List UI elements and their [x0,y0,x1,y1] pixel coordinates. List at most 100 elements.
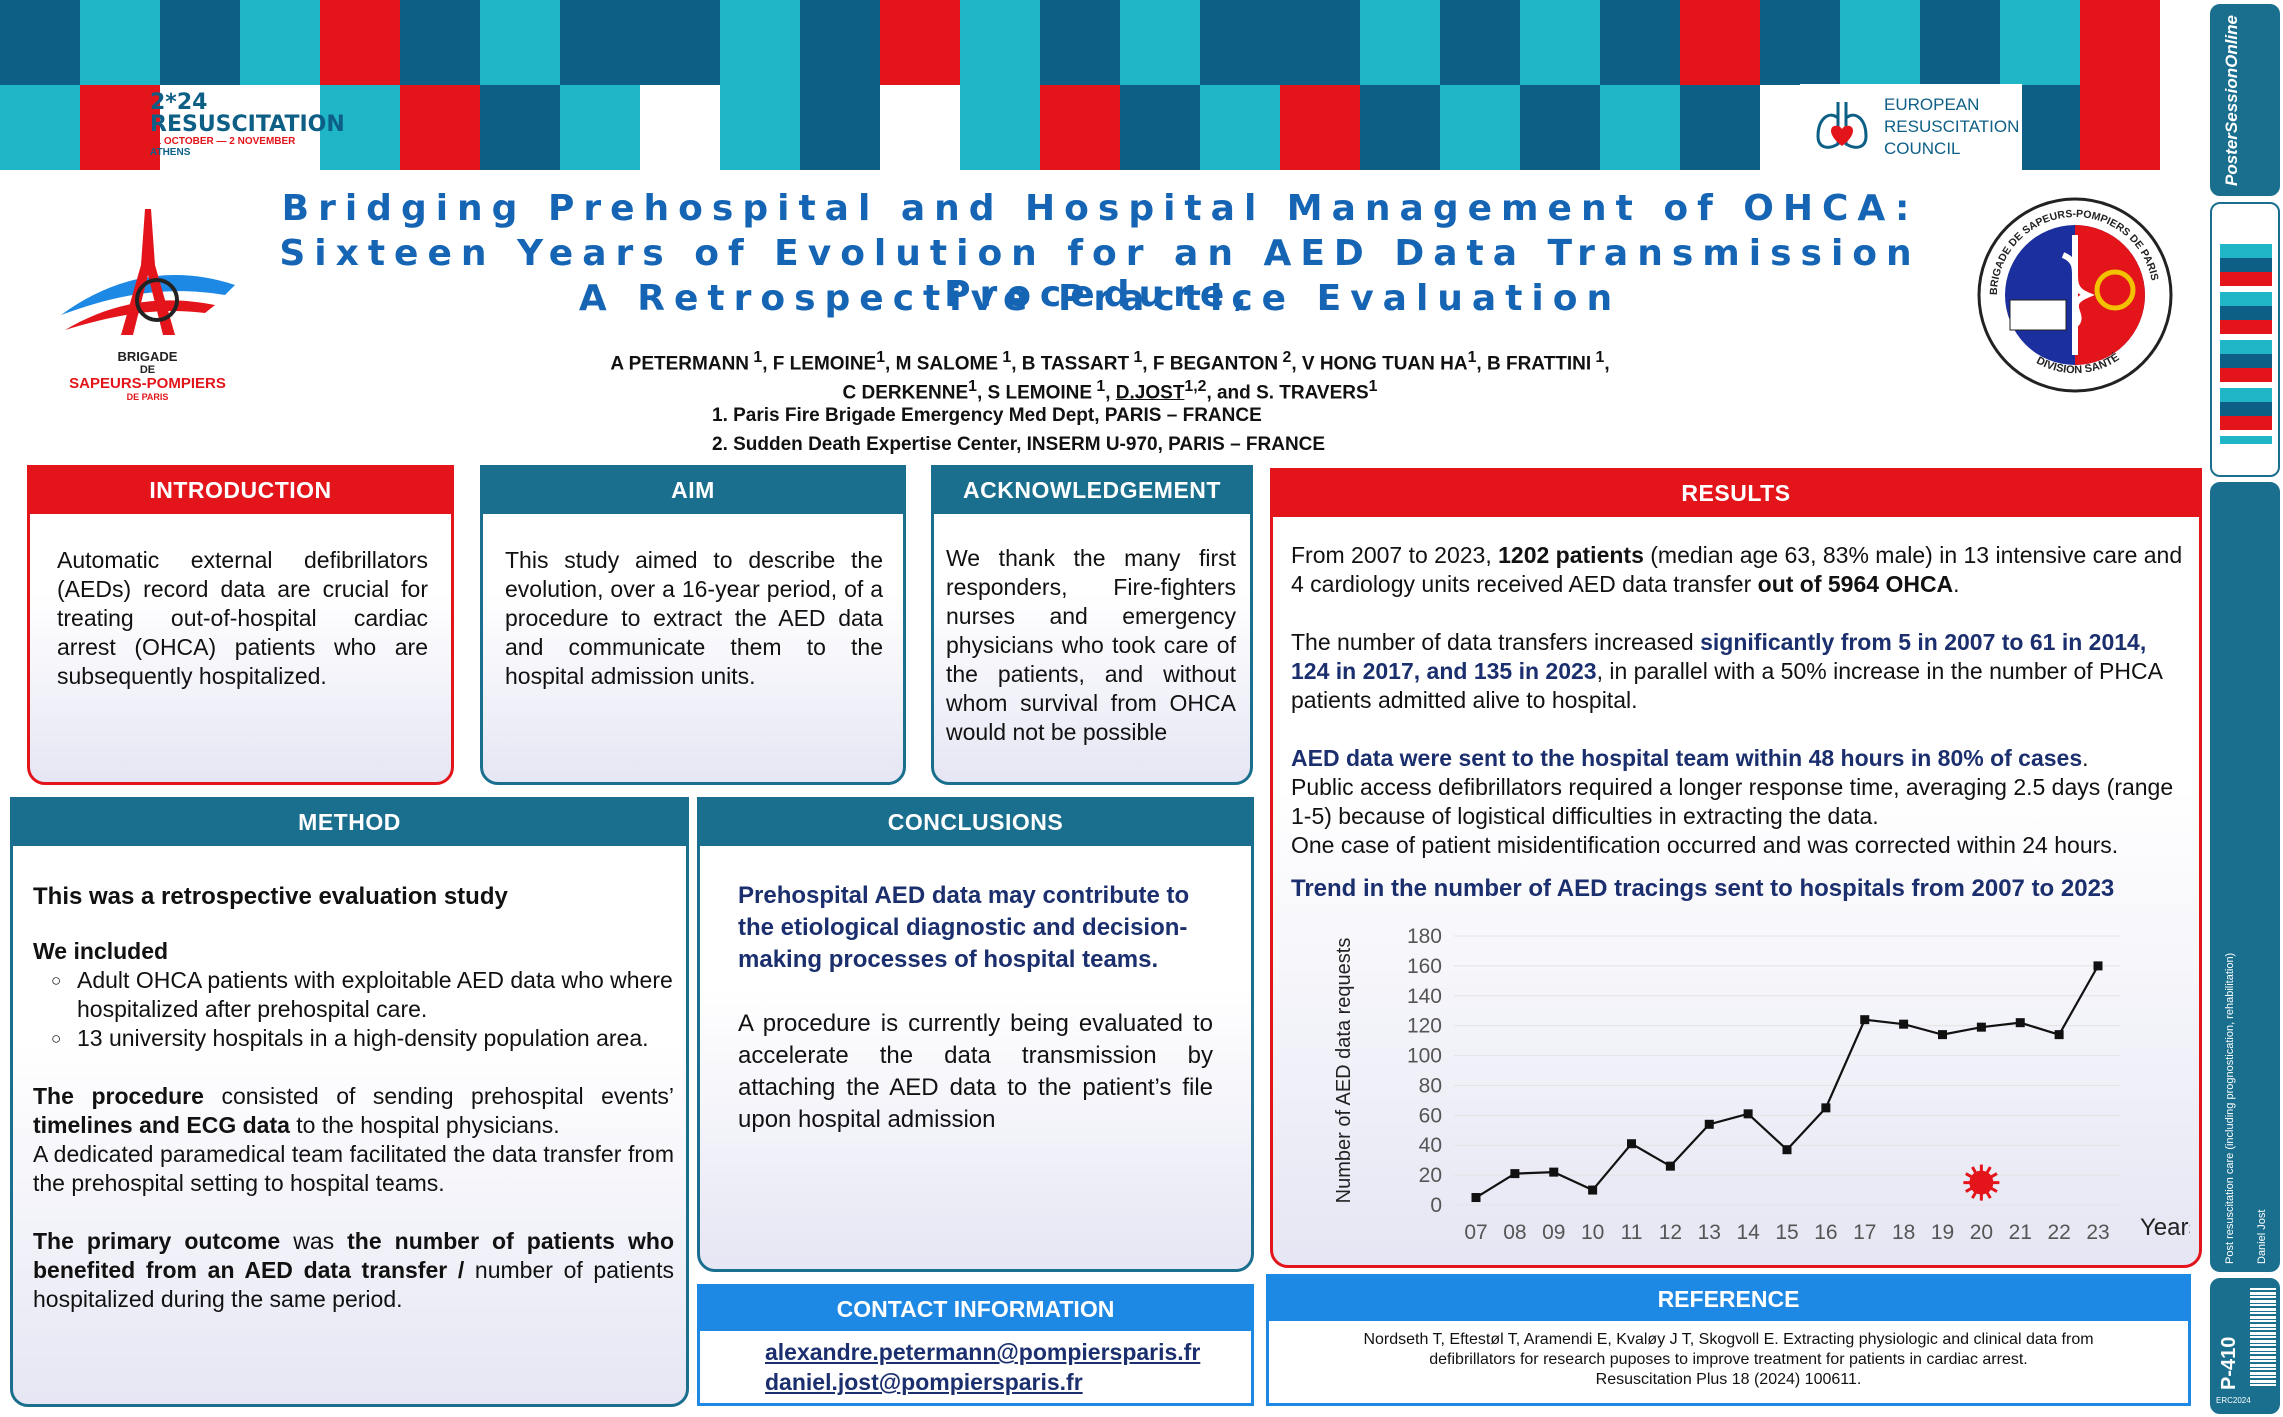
contact-heading: CONTACT INFORMATION [700,1287,1251,1331]
x-tick-label: 07 [1464,1221,1487,1244]
banner-tile [960,0,1040,85]
poster-title-line2: Sixteen Years of Evolution for an AED Da… [279,233,1921,315]
reference-panel: REFERENCE Nordseth T, Eftestøl T, Aramen… [1266,1274,2191,1406]
data-point [1627,1139,1636,1149]
banner-tile [1360,85,1440,170]
banner-tile [1200,85,1280,170]
method-study: This was a retrospective evaluation stud… [33,883,508,910]
banner-tile [1280,0,1360,85]
banner-tile [160,85,240,170]
banner-tile [880,0,960,85]
introduction-panel: INTRODUCTION Automatic external defibril… [27,465,454,785]
banner-tile [640,85,720,170]
logo-dates: 31 OCTOBER — 2 NOVEMBER [150,136,296,147]
banner-tile [400,0,480,85]
x-tick-label: 22 [2047,1221,2070,1244]
banner-tile [1520,85,1600,170]
poster-sidebar: PosterSessionOnline Post resuscitation c… [2208,0,2283,1417]
data-point [1860,1015,1870,1025]
eiffel-tower-icon [61,209,235,335]
results-panel: RESULTS From 2007 to 2023, 1202 patients… [1270,468,2202,1268]
results-p1: From 2007 to 2023, 1202 patients (median… [1291,542,2183,597]
banner-tile [1360,0,1440,85]
data-point [2093,961,2103,971]
data-point [1782,1145,1792,1155]
data-point [1704,1119,1714,1129]
x-tick-label: 08 [1503,1221,1526,1244]
banner-tile [480,85,560,170]
x-tick-label: 19 [1931,1221,1954,1244]
authors-line1: A PETERMANN 1, F LEMOINE1, M SALOME 1, B… [610,349,1610,375]
acknowledgement-heading: ACKNOWLEDGEMENT [934,468,1250,514]
author: F LEMOINE [772,353,877,375]
data-point [1588,1185,1598,1195]
x-tick-label: 16 [1814,1221,1837,1244]
x-tick-label: 11 [1621,1221,1643,1244]
erc-logo: EUROPEAN RESUSCITATION COUNCIL [1800,84,2022,170]
y-tick-label: 40 [1419,1134,1442,1157]
banner-tile [160,0,240,85]
author: C DERKENNE [842,382,969,404]
aim-text: This study aimed to describe the evoluti… [505,547,883,689]
barcode [2250,1288,2276,1388]
banner-tile [960,85,1040,170]
conclusions-heading: CONCLUSIONS [700,800,1251,846]
banner-tile [1680,85,1760,170]
acknowledgement-text: We thank the many first responders, Fire… [946,545,1236,745]
virus-icon [1963,1164,2000,1201]
sidebar-brand: PosterSessionOnline [2222,15,2241,186]
reference-line3: Resuscitation Plus 18 (2024) 100611. [1595,1371,1862,1388]
sidebar-info: Post resuscitation care (including progn… [2210,482,2280,1272]
lungs-heart-icon [1816,102,1868,149]
sidebar-topic: Post resuscitation care (including progn… [2224,952,2236,1264]
bspp-left-line3: SAPEURS-POMPIERS [69,375,226,392]
results-heading: RESULTS [1273,471,2199,517]
data-point [1899,1019,1909,1029]
y-tick-label: 60 [1419,1104,1442,1127]
poster-title-line1: Bridging Prehospital and Hospital Manage… [281,188,1919,229]
x-tick-label: 23 [2086,1221,2109,1244]
contact-email-1[interactable]: alexandre.petermann@pompiersparis.fr [765,1339,1201,1365]
banner-tile [400,85,480,170]
x-tick-label: 21 [2009,1221,2032,1244]
list-item: 13 university hospitals in a high-densit… [51,1024,674,1053]
chart-title: Trend in the number of AED tracings sent… [1291,875,2115,902]
header-banner: 2*24 RESUSCITATION 31 OCTOBER — 2 NOVEMB… [0,0,2205,170]
sidebar-thumbnail[interactable] [2210,202,2280,477]
bspp-logo-left: BRIGADE DE SAPEURS-POMPIERS DE PARIS [55,205,240,405]
event-id: ERC2024 [2216,1396,2251,1405]
method-panel: METHOD This was a retrospective evaluati… [10,797,689,1407]
results-p3: AED data were sent to the hospital team … [1291,745,2089,771]
banner-tile [800,85,880,170]
banner-tile [0,85,80,170]
data-point [1976,1022,1986,1032]
banner-tile [240,0,320,85]
banner-tile [2080,0,2160,85]
y-axis-label: Number of AED data requests [1333,938,1355,1204]
contact-email-2[interactable]: daniel.jost@pompiersparis.fr [765,1369,1083,1395]
y-tick-label: 160 [1407,955,1442,978]
x-tick-label: 13 [1698,1221,1721,1244]
banner-tile [240,85,320,170]
y-tick-label: 140 [1407,985,1442,1008]
data-point [1471,1193,1481,1203]
results-p3c: One case of patient misidentification oc… [1291,832,2119,858]
banner-tile [720,85,800,170]
aed-trend-chart: 0 20 40 60 80 100 120 140 160 180 07 08 09 10 11 12 13 14… [1333,925,2190,1244]
data-point [1938,1030,1947,1040]
acknowledgement-panel: ACKNOWLEDGEMENT We thank the many first … [931,465,1253,785]
author: F BEGANTON [1152,353,1279,375]
author-underlined: D.JOST [1115,382,1185,404]
x-tick-label: 12 [1659,1221,1682,1244]
data-point [1549,1167,1559,1177]
resuscitation-2024-logo: 2*24 RESUSCITATION 31 OCTOBER — 2 NOVEMB… [150,92,390,159]
results-p3b: Public access defibrillators required a … [1291,774,2174,829]
banner-tile [1600,85,1680,170]
banner-tile [880,85,960,170]
data-point [2054,1030,2064,1040]
author: B FRATTINI [1486,353,1592,375]
data-point [1821,1103,1831,1113]
affiliation-2: 2. Sudden Death Expertise Center, INSERM… [712,434,1326,455]
x-tick-label: 15 [1775,1221,1798,1244]
aim-heading: AIM [483,468,903,514]
